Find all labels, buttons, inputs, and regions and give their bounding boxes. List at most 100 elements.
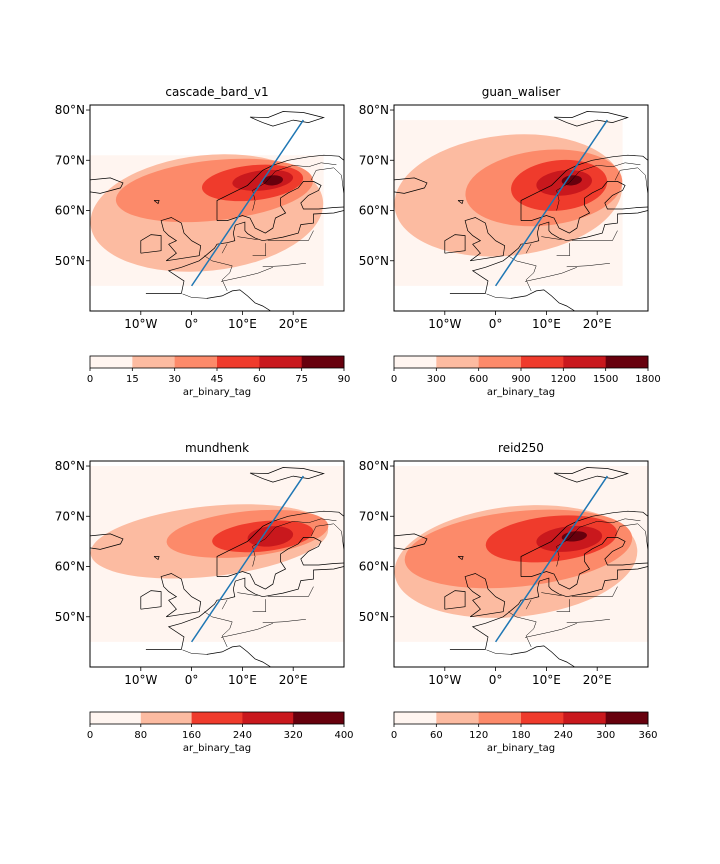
coastline xyxy=(510,645,575,667)
colorbar-segment xyxy=(478,712,522,724)
country-border xyxy=(486,649,512,655)
colorbar-segment xyxy=(259,356,303,368)
coastline xyxy=(160,217,202,262)
axes-frame xyxy=(89,104,345,312)
coastline xyxy=(394,533,428,550)
colorbar-tick-label: 90 xyxy=(338,374,351,385)
colorbar-label: ar_binary_tag xyxy=(183,743,251,754)
colorbar-segment xyxy=(191,712,243,724)
colorbar-segment xyxy=(478,356,522,368)
country-border xyxy=(182,649,208,655)
colorbar-tick-label: 120 xyxy=(469,730,488,741)
country-border xyxy=(221,599,228,610)
x-tick-label: 20°E xyxy=(279,317,308,331)
colorbar-tick-label: 45 xyxy=(211,374,224,385)
x-tick-label: 20°E xyxy=(279,673,308,687)
country-border xyxy=(541,592,562,596)
colorbar-label: ar_binary_tag xyxy=(487,387,555,398)
y-tick-label: 60°N xyxy=(55,560,85,574)
coastline xyxy=(553,111,629,127)
y-tick-label: 70°N xyxy=(359,153,389,167)
map-area xyxy=(394,466,648,667)
country-border xyxy=(556,599,571,612)
cross-section-line xyxy=(190,119,304,287)
panel-title: reid250 xyxy=(498,441,544,455)
colorbar-segment xyxy=(132,356,176,368)
coastline xyxy=(216,510,344,577)
map-area xyxy=(394,111,648,311)
colorbar: 0 80 160 240 320 400 ar_binary_tag xyxy=(87,711,354,754)
colorbar-segment xyxy=(436,356,480,368)
country-border xyxy=(571,586,618,597)
y-tick-label: 70°N xyxy=(55,153,85,167)
country-border xyxy=(252,599,267,612)
colorbar-tick-label: 30 xyxy=(168,374,181,385)
contour-level-5 xyxy=(262,175,283,186)
country-border xyxy=(525,267,577,282)
colorbar-tick-label: 75 xyxy=(295,374,308,385)
colorbar-tick-label: 600 xyxy=(469,374,488,385)
colorbar-label: ar_binary_tag xyxy=(183,387,251,398)
colorbar-tick-label: 180 xyxy=(511,730,530,741)
panel-title: guan_waliser xyxy=(482,85,561,99)
country-border xyxy=(182,293,208,299)
colorbar-tick-label: 1200 xyxy=(551,374,576,385)
country-border xyxy=(204,255,233,292)
y-tick-label: 80°N xyxy=(55,459,85,473)
axes-frame xyxy=(393,460,649,668)
colorbar-segment xyxy=(301,356,345,368)
x-tick-label: 10°W xyxy=(428,673,461,687)
country-border xyxy=(525,599,532,610)
colorbar-tick-label: 1800 xyxy=(635,374,660,385)
country-border xyxy=(204,611,233,648)
y-tick-label: 60°N xyxy=(55,204,85,218)
colorbar-tick-label: 160 xyxy=(182,730,201,741)
x-tick-label: 10°W xyxy=(428,317,461,331)
country-border xyxy=(267,586,314,597)
coastline xyxy=(217,537,344,590)
y-tick-label: 70°N xyxy=(359,509,389,523)
x-tick-label: 10°E xyxy=(228,317,257,331)
colorbar-segment xyxy=(293,712,345,724)
colorbar-segment xyxy=(563,356,607,368)
coastline xyxy=(520,154,648,221)
country-border xyxy=(614,523,648,552)
y-tick-label: 50°N xyxy=(359,254,389,268)
country-border xyxy=(221,243,228,254)
panel-title: mundhenk xyxy=(185,441,249,455)
x-tick-label: 10°E xyxy=(532,673,561,687)
axes-frame xyxy=(89,460,345,668)
y-tick-label: 60°N xyxy=(359,560,389,574)
colorbar-segment xyxy=(605,356,649,368)
coastline xyxy=(153,556,160,561)
colorbar-tick-label: 320 xyxy=(284,730,303,741)
map-area xyxy=(90,111,344,311)
colorbar-segment xyxy=(140,712,193,724)
y-tick-label: 50°N xyxy=(55,254,85,268)
y-tick-label: 50°N xyxy=(55,610,85,624)
colorbar-tick-label: 300 xyxy=(596,730,615,741)
colorbar-tick-label: 900 xyxy=(511,374,530,385)
colorbar-tick-label: 1500 xyxy=(593,374,618,385)
coastline xyxy=(206,645,271,667)
coastline xyxy=(217,181,344,234)
coastline xyxy=(249,467,325,483)
country-border xyxy=(252,243,267,256)
coastline xyxy=(145,210,344,294)
colorbar-tick-label: 60 xyxy=(253,374,266,385)
coastline xyxy=(510,289,575,311)
colorbar-tick-label: 0 xyxy=(391,730,397,741)
country-border xyxy=(614,167,648,196)
coastline xyxy=(216,154,344,221)
colorbar-label: ar_binary_tag xyxy=(487,743,555,754)
colorbar: 0 300 600 900 1200 1500 1800 ar_binary_tag xyxy=(391,355,661,398)
panel-title: cascade_bard_v1 xyxy=(165,85,268,99)
coastline xyxy=(464,573,506,618)
coastline xyxy=(394,177,428,194)
colorbar-tick-label: 0 xyxy=(87,730,93,741)
country-border xyxy=(252,518,337,567)
country-border xyxy=(525,243,532,254)
x-tick-label: 0° xyxy=(185,673,199,687)
colorbar-segment xyxy=(521,356,564,368)
